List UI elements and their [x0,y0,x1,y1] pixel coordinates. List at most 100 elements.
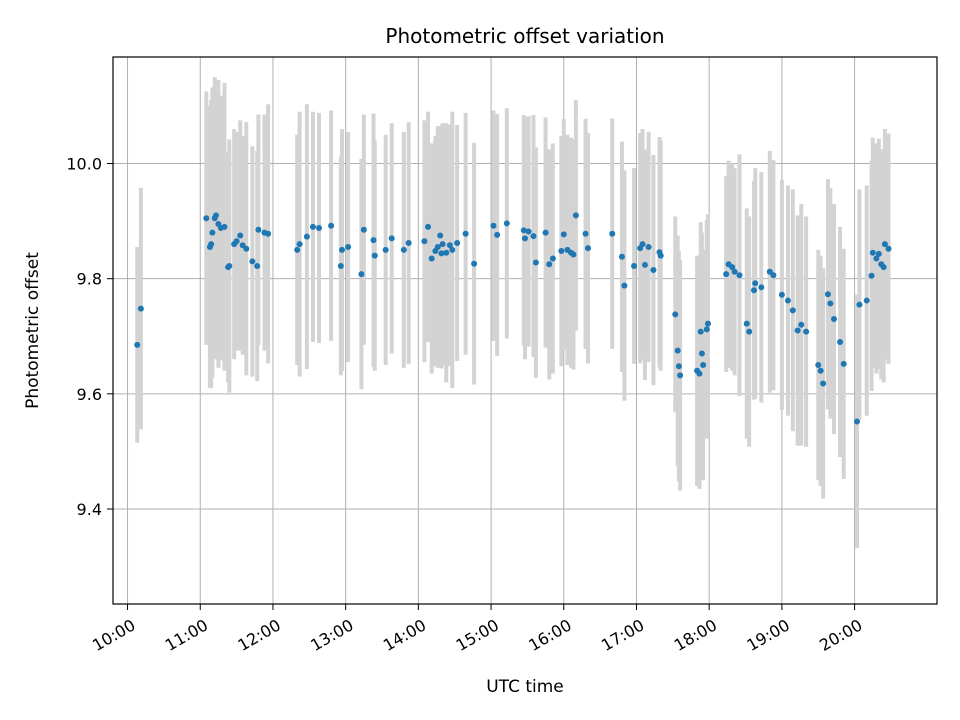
data-point [203,215,210,222]
data-point [549,255,556,262]
y-tick-label: 9.8 [77,270,102,289]
data-point [570,251,577,258]
data-point [560,231,567,238]
data-point [360,226,367,233]
data-point [641,261,648,268]
data-point [532,259,539,266]
data-point [837,339,844,346]
data-point [449,246,456,253]
data-point [345,244,352,251]
data-point [831,315,837,322]
data-point [405,239,412,246]
data-point [840,360,847,367]
data-point [677,372,684,379]
y-axis-ticks: 9.4 9.6 9.8 10.0 [66,155,113,519]
y-tick-label: 10.0 [66,155,102,174]
data-point [265,230,272,237]
data-point [437,232,444,239]
data-point [854,418,861,425]
data-point [650,267,657,274]
data-point [618,253,625,260]
data-point [731,268,738,275]
data-point [243,245,250,252]
data-point [454,239,461,246]
data-point [746,328,753,335]
y-tick-label: 9.6 [77,385,102,404]
data-point [233,238,240,245]
data-point [672,311,679,318]
data-point [863,297,870,304]
data-point [522,235,528,242]
data-point [621,282,628,289]
data-point [255,226,262,233]
data-point [494,231,501,238]
data-point [249,258,256,265]
data-point [237,232,244,239]
data-point [525,228,532,235]
data-point [868,272,875,279]
data-point [881,241,888,248]
data-point [758,284,765,291]
data-point [558,248,565,255]
data-point [657,252,664,259]
data-point [817,367,824,374]
plot-frame [112,56,938,605]
data-point [137,305,144,312]
data-point [875,250,882,257]
x-axis-label: UTC time [486,677,564,697]
data-point [443,249,450,256]
data-point [209,229,216,236]
data-point [439,241,446,248]
data-point [827,300,834,307]
data-point [609,230,616,237]
data-point [700,362,707,369]
data-point [421,238,428,245]
data-point [751,287,758,294]
data-point [254,263,261,270]
data-point [371,252,378,259]
data-point [820,380,827,387]
data-point [303,233,310,240]
data-points [134,212,892,425]
data-point [752,280,759,287]
data-point [294,246,301,253]
data-point [723,271,730,278]
data-point [697,328,704,335]
data-point [134,341,141,348]
data-point [462,230,469,237]
data-point [328,222,335,229]
data-point [337,263,344,270]
data-point [582,230,589,237]
data-point [428,255,435,262]
data-point [729,264,736,271]
data-point [471,260,478,267]
data-point [696,370,703,377]
data-point [221,223,228,230]
data-point [798,321,805,328]
data-point [869,249,876,256]
data-point [880,264,887,271]
data-point [400,246,407,253]
data-point [885,245,892,252]
data-point [704,320,711,327]
data-point [490,222,497,229]
data-point [370,237,377,244]
data-point [631,263,638,270]
data-point [770,272,777,279]
y-tick-label: 9.4 [77,500,102,519]
data-point [815,362,822,369]
data-point [446,242,453,249]
data-point [824,291,831,298]
data-point [675,363,682,370]
data-point [645,244,652,251]
data-point [388,235,395,242]
data-point [208,241,215,248]
data-point [382,246,389,253]
data-point [856,301,863,308]
data-point [213,212,219,219]
data-point [358,271,365,278]
data-point [674,347,681,354]
data-point [542,229,549,236]
